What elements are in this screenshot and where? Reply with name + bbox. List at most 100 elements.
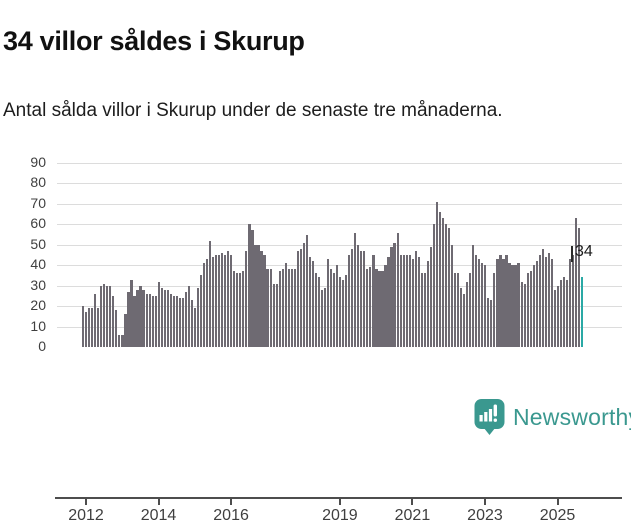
bar (320, 289, 324, 347)
bar (390, 246, 393, 347)
bar (148, 293, 151, 347)
bar (133, 295, 136, 347)
bar (396, 232, 399, 347)
bar (417, 257, 420, 347)
bar (103, 283, 106, 347)
gridline (57, 224, 622, 226)
y-axis-tick-label: 80 (30, 174, 46, 191)
bar (145, 293, 148, 347)
bar (287, 269, 290, 347)
bar (323, 287, 327, 347)
bar (278, 271, 281, 347)
bar (272, 283, 275, 347)
bar (532, 265, 535, 347)
bar (196, 287, 200, 347)
bar (490, 299, 493, 347)
bar (435, 201, 439, 347)
bar (339, 277, 342, 347)
bar (408, 255, 411, 347)
bar (369, 267, 372, 347)
bar (202, 263, 206, 347)
bar (565, 279, 569, 347)
bar (139, 285, 142, 347)
y-axis-tick-label: 10 (30, 317, 46, 334)
bar (130, 279, 133, 347)
bar (142, 289, 145, 347)
bar (553, 289, 556, 347)
annotation-value-label: 34 (575, 243, 593, 260)
x-axis-tick (411, 499, 414, 505)
bar (109, 285, 112, 347)
bar (311, 261, 315, 347)
y-axis-tick-label: 40 (30, 256, 46, 273)
bar (475, 255, 478, 347)
bar (230, 255, 233, 347)
newsworthy-wordmark: Newsworthy (513, 403, 631, 430)
bar (224, 255, 227, 347)
bar (260, 250, 263, 347)
bar (184, 291, 187, 347)
bar (429, 246, 432, 347)
bar (269, 269, 272, 347)
bar (514, 265, 517, 347)
bar (505, 255, 508, 347)
bar (375, 269, 378, 347)
bar (293, 269, 296, 347)
newsworthy-branding[interactable]: Newsworthy (474, 398, 631, 436)
bar (432, 224, 435, 347)
bar (317, 277, 321, 347)
bar (163, 289, 166, 347)
bar (245, 250, 248, 347)
bar (212, 257, 215, 347)
bar (360, 250, 363, 347)
bar (124, 314, 127, 347)
bar (178, 297, 181, 347)
bar (544, 257, 547, 347)
bar (496, 259, 499, 347)
bar (172, 295, 175, 347)
bar (97, 308, 100, 347)
bar (399, 255, 402, 347)
bar (547, 252, 550, 347)
bar (411, 259, 414, 347)
bar (336, 265, 339, 347)
y-axis-tick-label: 30 (30, 276, 46, 293)
bar (175, 295, 178, 347)
bar (469, 273, 472, 347)
bar (333, 273, 336, 347)
bar (239, 273, 242, 347)
bar (478, 259, 481, 347)
bar (94, 293, 97, 347)
bar (348, 255, 351, 347)
bar (275, 283, 278, 347)
bar (227, 250, 230, 347)
bar (387, 257, 390, 347)
y-axis-tick-label: 50 (30, 235, 46, 252)
bar (450, 244, 454, 347)
bar (499, 255, 502, 347)
y-axis-tick-label: 70 (30, 194, 46, 211)
annotation-leader-line (571, 246, 573, 262)
bar (520, 281, 523, 347)
bar (568, 259, 572, 347)
bar (508, 263, 511, 347)
bar (115, 310, 118, 347)
bar (460, 287, 463, 347)
bar (302, 242, 305, 347)
bar (381, 271, 384, 347)
bar (221, 252, 224, 347)
bar (266, 269, 269, 347)
y-axis-tick-label: 90 (30, 154, 46, 170)
x-axis-tick-label: 2021 (394, 507, 431, 524)
bar (169, 293, 172, 347)
newsworthy-bar-chart-bubble-icon (474, 399, 505, 435)
bar (535, 261, 538, 347)
page-title: 34 villor såldes i Skurup (3, 26, 305, 57)
bar (342, 279, 345, 347)
bar (121, 334, 124, 347)
bar (199, 275, 203, 347)
bar (305, 234, 308, 347)
x-axis-tick (157, 499, 160, 505)
x-axis-tick-label: 2019 (322, 507, 358, 524)
bar (248, 224, 251, 347)
